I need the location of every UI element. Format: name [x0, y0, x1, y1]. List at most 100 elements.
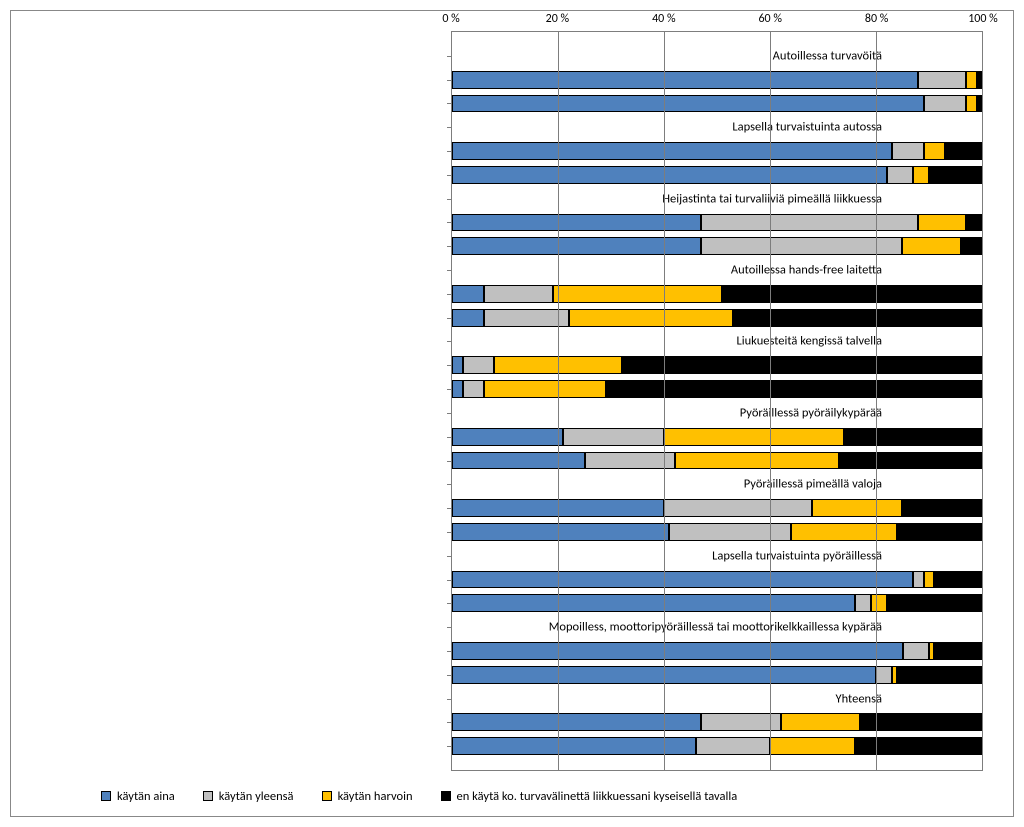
data-row: Ylivieskan seutukunta (n = 425): [452, 377, 982, 401]
chart-rows: Autoillessa turvavöitäOulainen (n = 163)…: [452, 32, 982, 770]
bar-segment-yleensa: [924, 95, 966, 113]
y-axis-tick: [447, 199, 452, 200]
category-header-label: Pyöräillessä pyöräilykypärää: [452, 405, 886, 420]
legend-item: en käytä ko. turvavälinettä liikkuessani…: [441, 789, 738, 804]
data-row: Ylivieskan seutukunta (n =197): [452, 663, 982, 687]
grid-line: [876, 32, 877, 770]
legend-swatch: [203, 791, 213, 801]
data-row: Oulainen (n = 153): [452, 425, 982, 449]
bar-segment-harvoin: [781, 713, 861, 731]
bar-segment-harvoin: [918, 214, 966, 232]
category-header-row: Autoillessa hands-free laitetta: [452, 258, 982, 282]
bar-segment-harvoin: [664, 428, 844, 446]
data-row: Ylivieskan seutukunta (n = 409): [452, 449, 982, 473]
stacked-bar: [452, 71, 982, 89]
y-axis-tick: [447, 627, 452, 628]
bar-segment-en: [860, 713, 982, 731]
category-header-row: Yhteensä: [452, 687, 982, 711]
bar-segment-en: [977, 95, 982, 113]
bar-segment-yleensa: [918, 71, 966, 89]
legend-swatch: [441, 791, 451, 801]
category-header-label: Lapsella turvaistuinta pyöräillessä: [452, 548, 886, 563]
y-axis-tick: [447, 413, 452, 414]
y-axis-tick: [447, 270, 452, 271]
grid-line: [770, 32, 771, 770]
bar-segment-en: [855, 737, 982, 755]
x-axis-label: 20 %: [546, 12, 569, 26]
bar-segment-en: [897, 523, 982, 541]
category-header-row: Heijastinta tai turvaliiviä pimeällä lii…: [452, 187, 982, 211]
category-header-label: Yhteensä: [452, 691, 886, 706]
category-header-row: Lapsella turvaistuinta autossa: [452, 115, 982, 139]
y-axis-tick: [447, 484, 452, 485]
category-header-label: Autoillessa hands-free laitetta: [452, 263, 886, 278]
bar-segment-yleensa: [892, 142, 924, 160]
data-row: Oulainen (n = 72): [452, 639, 982, 663]
y-axis-tick: [447, 56, 452, 57]
bar-segment-en: [722, 285, 982, 303]
stacked-bar: [452, 95, 982, 113]
bar-segment-aina: [452, 594, 855, 612]
data-row: Ylivieskan seutukunta (n = 213): [452, 591, 982, 615]
plot-area: Autoillessa turvavöitäOulainen (n = 163)…: [451, 31, 983, 771]
bar-segment-harvoin: [569, 309, 733, 327]
data-row: Oulainen (n = 155): [452, 353, 982, 377]
bar-segment-yleensa: [696, 737, 770, 755]
bar-segment-harvoin: [675, 452, 839, 470]
bar-segment-yleensa: [563, 428, 664, 446]
legend-item: käytän yleensä: [203, 789, 294, 804]
category-header-label: Heijastinta tai turvaliiviä pimeällä lii…: [452, 191, 886, 206]
bar-segment-en: [606, 380, 982, 398]
bar-segment-yleensa: [913, 571, 924, 589]
stacked-bar: [452, 142, 982, 160]
data-row: Ylivieskan seutukunta (n = 368): [452, 520, 982, 544]
bar-segment-en: [966, 214, 982, 232]
data-row: Oulainen (n = 1184): [452, 710, 982, 734]
category-header-row: Pyöräillessä pimeällä valoja: [452, 472, 982, 496]
bar-segment-aina: [452, 166, 887, 184]
bar-segment-yleensa: [484, 309, 569, 327]
bar-segment-harvoin: [924, 571, 935, 589]
stacked-bar: [452, 642, 982, 660]
bar-segment-en: [902, 499, 982, 517]
bar-segment-yleensa: [876, 666, 892, 684]
stacked-bar: [452, 237, 982, 255]
legend-label: en käytä ko. turvavälinettä liikkuessani…: [457, 789, 738, 804]
bar-segment-yleensa: [463, 356, 495, 374]
grid-line: [664, 32, 665, 770]
data-row: Oulainen (n = 144): [452, 282, 982, 306]
y-axis-tick: [447, 556, 452, 557]
bar-segment-aina: [452, 356, 463, 374]
stacked-bar: [452, 356, 982, 374]
stacked-bar: [452, 523, 982, 541]
stacked-bar: [452, 713, 982, 731]
legend-label: käytän harvoin: [338, 789, 413, 804]
bar-segment-en: [934, 571, 982, 589]
y-axis-tick: [447, 341, 452, 342]
bar-segment-harvoin: [966, 95, 977, 113]
bar-segment-aina: [452, 523, 669, 541]
stacked-bar: [452, 499, 982, 517]
bar-segment-en: [844, 428, 982, 446]
legend-swatch: [101, 791, 111, 801]
bar-segment-en: [839, 452, 982, 470]
bar-segment-yleensa: [484, 285, 553, 303]
bar-segment-en: [929, 166, 982, 184]
bar-segment-harvoin: [791, 523, 897, 541]
chart-container: 0 %20 %40 %60 %80 %100 % Autoillessa tur…: [10, 10, 1014, 817]
bar-segment-aina: [452, 142, 892, 160]
stacked-bar: [452, 166, 982, 184]
category-header-label: Lapsella turvaistuinta autossa: [452, 120, 886, 135]
bar-segment-yleensa: [669, 523, 791, 541]
bar-segment-aina: [452, 428, 563, 446]
bar-segment-harvoin: [871, 594, 887, 612]
bar-segment-en: [945, 142, 982, 160]
bar-segment-en: [934, 642, 982, 660]
legend-item: käytän harvoin: [322, 789, 413, 804]
category-header-label: Mopoilless, moottoripyöräillessä tai moo…: [452, 620, 886, 635]
x-axis-label: 0 %: [442, 12, 459, 26]
stacked-bar: [452, 594, 982, 612]
data-row: Oulainen (n = 113): [452, 139, 982, 163]
grid-line: [558, 32, 559, 770]
data-row: Oulainen (n = 163): [452, 68, 982, 92]
